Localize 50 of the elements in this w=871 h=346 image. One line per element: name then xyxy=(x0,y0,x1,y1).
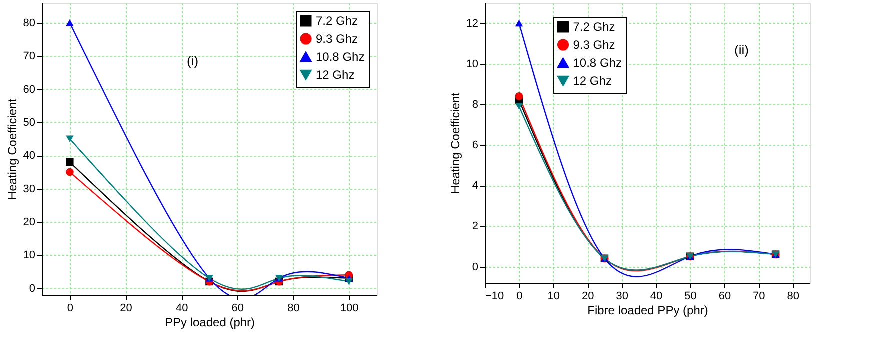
x-tick-label: 70 xyxy=(753,290,766,302)
y-tick-label: 50 xyxy=(23,116,36,129)
x-tick-label: 0 xyxy=(67,302,74,314)
x-tick-label: 60 xyxy=(718,290,732,302)
y-tick-label: 12 xyxy=(466,18,478,30)
x-tick-label: 40 xyxy=(650,290,663,302)
y-axis-title: Heating Coefficient xyxy=(5,98,20,200)
x-tick-label: 20 xyxy=(120,302,132,314)
x-tick-label: 0 xyxy=(516,290,523,302)
x-tick-label: 30 xyxy=(616,290,628,302)
point xyxy=(515,20,524,27)
y-tick-label: 0 xyxy=(472,261,478,274)
x-tick-label: −10 xyxy=(486,290,504,302)
x-axis-title: PPy loaded (phr) xyxy=(164,316,256,330)
legend-label: 12 Ghz xyxy=(573,74,612,88)
point xyxy=(66,158,74,166)
y-tick-label: 60 xyxy=(23,84,36,96)
y-tick-label: 6 xyxy=(472,140,478,152)
y-tick-label: 10 xyxy=(23,250,36,262)
point xyxy=(66,168,74,176)
legend-label: 9.3 Ghz xyxy=(573,38,616,52)
y-tick-label: 80 xyxy=(23,17,36,30)
x-tick-label: 20 xyxy=(582,290,594,302)
y-tick-label: 10 xyxy=(466,58,478,70)
x-tick-label: 80 xyxy=(787,290,800,302)
x-tick-label: 100 xyxy=(340,302,359,314)
y-tick-label: 8 xyxy=(472,98,478,111)
annotation: (ii) xyxy=(734,42,749,58)
point xyxy=(66,20,74,26)
legend-label: 7.2 Ghz xyxy=(573,20,616,34)
x-tick-label: 50 xyxy=(684,290,697,302)
y-tick-label: 30 xyxy=(23,183,36,196)
legend-label: 7.2 Ghz xyxy=(316,14,358,28)
y-tick-label: 40 xyxy=(23,150,36,162)
point xyxy=(515,92,524,100)
y-tick-label: 4 xyxy=(472,180,478,192)
y-axis-title: Heating Coefficient xyxy=(448,92,462,194)
legend-label: 10.8 Ghz xyxy=(573,56,622,70)
x-tick-label: 60 xyxy=(232,302,244,314)
y-tick-label: 2 xyxy=(472,220,478,233)
legend-label: 9.3 Ghz xyxy=(316,32,358,46)
legend-label: 12 Ghz xyxy=(316,68,355,82)
x-tick-label: 10 xyxy=(548,290,560,302)
x-tick-label: 40 xyxy=(176,302,188,314)
y-tick-label: 20 xyxy=(23,216,36,228)
annotation: (i) xyxy=(186,53,199,68)
legend-label: 10.8 Ghz xyxy=(316,50,365,64)
x-axis-title: Fibre loaded PPy (phr) xyxy=(588,304,708,318)
y-tick-label: 70 xyxy=(23,50,36,63)
x-tick-label: 80 xyxy=(288,302,300,314)
